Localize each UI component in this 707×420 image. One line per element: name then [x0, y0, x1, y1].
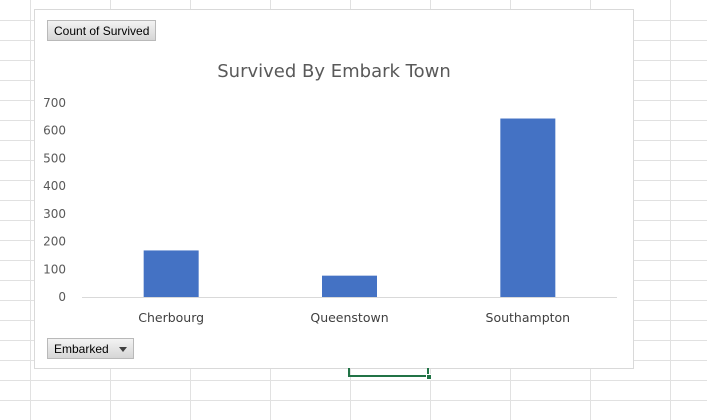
grid-column-line [30, 0, 31, 420]
y-tick-label: 700 [43, 96, 66, 110]
dropdown-arrow-icon [118, 347, 127, 353]
x-tick-label: Queenstown [310, 310, 388, 325]
y-axis-ticks: 0 100 200 300 400 500 600 700 [43, 96, 66, 304]
x-tick-label: Southampton [486, 310, 571, 325]
values-field-button[interactable]: Count of Survived [47, 20, 157, 41]
bar-series [143, 118, 556, 298]
bar-queenstown [322, 275, 377, 297]
pivot-chart[interactable]: Count of Survived Survived By Embark Tow… [34, 9, 634, 369]
grid-row-line [0, 380, 707, 381]
y-tick-label: 300 [43, 207, 66, 221]
x-axis-labels: Cherbourg Queenstown Southampton [138, 310, 570, 325]
x-tick-label: Cherbourg [138, 310, 204, 325]
axis-field-button[interactable]: Embarked [47, 338, 134, 359]
y-tick-label: 600 [43, 124, 66, 138]
grid-row-line [0, 400, 707, 401]
fill-handle[interactable] [426, 374, 432, 380]
y-tick-label: 500 [43, 151, 66, 165]
bar-cherbourg [143, 250, 199, 297]
y-tick-label: 100 [43, 262, 66, 276]
y-tick-label: 200 [43, 235, 66, 249]
y-tick-label: 400 [43, 179, 66, 193]
grid-column-line [670, 0, 671, 420]
selected-cell[interactable] [348, 368, 429, 377]
bar-southampton [500, 118, 556, 298]
axis-field-label: Embarked [54, 342, 109, 356]
chart-title: Survived By Embark Town [217, 61, 450, 82]
y-tick-label: 0 [58, 290, 66, 304]
chart-plot: Survived By Embark Town 0 100 200 300 400 500… [43, 61, 617, 325]
